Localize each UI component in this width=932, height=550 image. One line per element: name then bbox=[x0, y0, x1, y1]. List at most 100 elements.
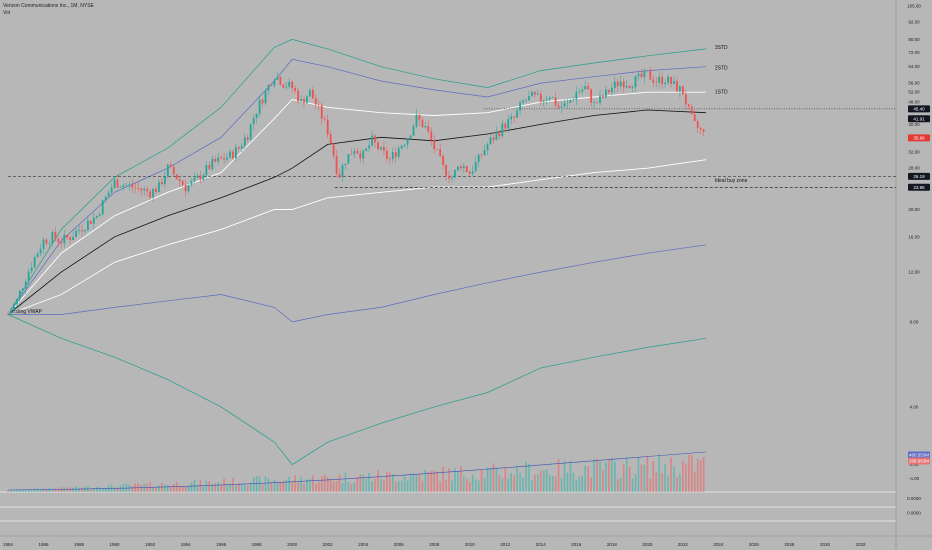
candle-body bbox=[69, 237, 72, 241]
candle-body bbox=[356, 151, 359, 154]
candle-body bbox=[270, 85, 273, 86]
candle-body bbox=[161, 182, 163, 185]
candle-body bbox=[525, 100, 527, 102]
volume-bar bbox=[338, 474, 341, 492]
annotation-label: 1STD bbox=[715, 89, 728, 95]
band-upper-3std bbox=[7, 39, 707, 315]
volume-bar bbox=[412, 473, 415, 492]
candle-body bbox=[676, 80, 678, 92]
volume-bar bbox=[246, 485, 249, 492]
candle-body bbox=[237, 147, 240, 149]
volume-bar bbox=[187, 485, 190, 492]
candle-body bbox=[368, 145, 371, 149]
volume-bar bbox=[699, 460, 702, 492]
candle-body bbox=[584, 86, 587, 90]
volume-bar bbox=[167, 484, 169, 492]
y-tick-label: 0.0000 bbox=[907, 511, 921, 516]
candle-body bbox=[374, 135, 376, 143]
y-tick-label: 12.00 bbox=[908, 270, 920, 275]
volume-bar bbox=[486, 467, 489, 492]
volume-bar bbox=[128, 484, 131, 492]
candle-body bbox=[385, 150, 388, 159]
volume-bar bbox=[326, 477, 329, 492]
candle-body bbox=[439, 149, 442, 156]
candle-body bbox=[291, 81, 294, 88]
candle-body bbox=[36, 253, 39, 258]
y-tick-label: 0.0000 bbox=[907, 496, 921, 501]
volume-bar bbox=[288, 477, 290, 492]
candle-body bbox=[681, 86, 684, 95]
volume-bar bbox=[362, 474, 364, 492]
volume-bar bbox=[66, 488, 68, 492]
price-tag-label: 23.96 bbox=[913, 185, 925, 190]
volume-bar bbox=[542, 470, 545, 492]
volume-bar bbox=[318, 481, 320, 492]
candle-body bbox=[454, 170, 456, 178]
candle-body bbox=[205, 165, 208, 176]
candle-body bbox=[314, 98, 317, 105]
candle-body bbox=[474, 162, 477, 172]
candle-body bbox=[217, 157, 220, 162]
volume-histogram bbox=[7, 451, 706, 492]
time-axis[interactable]: 1984 1986 1988 1990 1992 1994 1996 1998 2000 2002… bbox=[3, 542, 866, 547]
volume-bar bbox=[30, 489, 33, 492]
candle-body bbox=[223, 158, 225, 160]
candle-body bbox=[507, 119, 510, 129]
candle-body bbox=[457, 166, 459, 171]
volume-bar bbox=[119, 485, 122, 492]
y-tick-label: -4.00 bbox=[909, 476, 920, 481]
volume-bar bbox=[605, 462, 607, 492]
price-tag-label: 460.553M bbox=[909, 453, 929, 458]
candle-body bbox=[101, 200, 104, 215]
candle-body bbox=[235, 147, 237, 159]
candle-body bbox=[670, 76, 672, 85]
candle-body bbox=[226, 157, 228, 160]
volume-bar bbox=[474, 479, 477, 492]
volume-bar bbox=[223, 478, 225, 492]
volume-bar bbox=[545, 469, 548, 492]
volume-bar bbox=[309, 478, 311, 492]
volume-bar bbox=[347, 481, 350, 492]
volume-bar bbox=[409, 473, 412, 492]
volume-bar bbox=[418, 474, 421, 492]
candle-body bbox=[214, 158, 217, 162]
y-tick-label: 105.00 bbox=[907, 4, 921, 9]
candle-body bbox=[599, 95, 601, 103]
volume-bar bbox=[332, 481, 335, 492]
x-tick-label: 1986 bbox=[39, 542, 50, 547]
candle-body bbox=[699, 127, 702, 130]
price-axis[interactable]: 105.00 92.00 80.00 72.00 64.00 56.00 52.00 48.0… bbox=[907, 4, 921, 516]
candle-body bbox=[33, 257, 36, 268]
candle-body bbox=[646, 70, 649, 72]
candle-body bbox=[593, 102, 595, 103]
volume-bar bbox=[655, 472, 658, 492]
volume-bar bbox=[241, 483, 243, 492]
candle-body bbox=[122, 185, 125, 188]
volume-bar bbox=[498, 474, 501, 492]
volume-bar bbox=[78, 487, 80, 492]
annotation-label: 3STD bbox=[715, 45, 728, 51]
volume-bar bbox=[140, 484, 142, 492]
volume-bar bbox=[566, 472, 569, 492]
volume-bar bbox=[664, 464, 666, 492]
volume-bar bbox=[640, 464, 643, 492]
volume-bar bbox=[335, 481, 338, 492]
volume-bar bbox=[208, 480, 211, 492]
volume-bar bbox=[572, 472, 575, 492]
candle-body bbox=[702, 129, 705, 132]
x-tick-label: 2004 bbox=[358, 542, 369, 547]
candle-body bbox=[15, 299, 18, 305]
volume-bar bbox=[693, 471, 696, 492]
candle-body bbox=[362, 150, 365, 159]
volume-bar bbox=[380, 478, 382, 492]
candle-body bbox=[652, 79, 655, 83]
candle-body bbox=[323, 118, 326, 120]
candle-body bbox=[578, 91, 581, 93]
candle-body bbox=[486, 144, 489, 151]
volume-bar bbox=[51, 488, 54, 492]
volume-bar bbox=[430, 470, 433, 492]
candle-body bbox=[128, 184, 131, 186]
volume-bar bbox=[427, 471, 430, 492]
candle-body bbox=[575, 92, 578, 100]
